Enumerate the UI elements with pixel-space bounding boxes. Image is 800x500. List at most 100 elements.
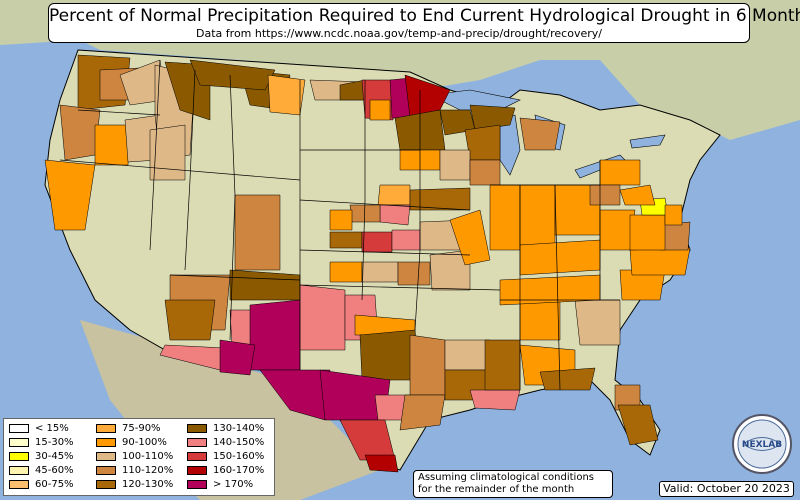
legend-swatch [96, 465, 116, 475]
legend-label: 30-45% [35, 450, 74, 462]
legend-swatch [9, 479, 29, 489]
legend-label: 160-170% [213, 464, 265, 476]
legend-swatch [187, 479, 207, 489]
legend-item: 140-150% [187, 436, 264, 448]
legend-label: 120-130% [122, 478, 174, 490]
region-mo-east [449, 209, 491, 266]
region-fl-panhandle [539, 367, 596, 391]
legend-item: < 15% [9, 422, 69, 434]
legend-label: 45-60% [35, 464, 74, 476]
note-line-2: for the remainder of the month [418, 484, 575, 495]
legend-item: 110-120% [96, 464, 173, 476]
lake-ontario [629, 134, 666, 149]
region-fl-central [617, 404, 659, 446]
region-or-coast [59, 104, 101, 161]
legend-label: 140-150% [213, 436, 265, 448]
region-mi-up [469, 104, 516, 131]
region-co-west [234, 194, 281, 271]
region-pa-west [589, 184, 621, 206]
region-ny-south [619, 184, 656, 206]
legend-swatch [96, 437, 116, 447]
region-mo-south [429, 249, 471, 291]
note-box: Assuming climatological conditions for t… [413, 470, 613, 498]
region-ks-n [329, 231, 363, 249]
legend-item: 150-160% [187, 450, 264, 462]
region-az-se [219, 339, 256, 376]
nexlab-logo: NEXLAB [732, 414, 792, 474]
region-nc [629, 247, 691, 276]
legend-label: 75-90% [122, 422, 161, 434]
region-la-se [469, 389, 521, 411]
legend-swatch [9, 465, 29, 475]
region-or-central [94, 124, 131, 166]
legend-item: 130-140% [187, 422, 264, 434]
legend-swatch [96, 423, 116, 433]
region-ia-east [469, 159, 501, 186]
legend-label: 60-75% [35, 478, 74, 490]
region-va [629, 214, 666, 251]
svg-text:NEXLAB: NEXLAB [742, 440, 782, 450]
region-tx-coast [399, 394, 446, 431]
legend-swatch [9, 437, 29, 447]
legend-label: 130-140% [213, 422, 265, 434]
legend-swatch [187, 451, 207, 461]
legend-item: 100-110% [96, 450, 173, 462]
legend-item: 75-90% [96, 422, 161, 434]
region-tx-panhandle-west [299, 284, 346, 351]
note-line-1: Assuming climatological conditions [418, 472, 594, 483]
legend-label: 100-110% [122, 450, 174, 462]
region-ks-nw [329, 209, 353, 231]
legend-swatch [187, 465, 207, 475]
legend-item: 90-100% [96, 436, 167, 448]
legend-swatch [9, 423, 29, 433]
legend-label: > 170% [213, 478, 254, 490]
region-il [489, 184, 521, 251]
legend-label: 110-120% [122, 464, 174, 476]
region-pa-north [599, 159, 641, 186]
region-ks-central [361, 231, 393, 253]
region-wy-west [149, 124, 186, 181]
region-ga [574, 299, 621, 346]
region-az-central [164, 299, 216, 341]
region-ks-s [361, 261, 399, 283]
legend-label: 90-100% [122, 436, 167, 448]
legend-label: < 15% [35, 422, 69, 434]
legend-swatch [9, 451, 29, 461]
map-subtitle: Data from https://www.ncdc.noaa.gov/temp… [196, 27, 602, 40]
legend-swatch [187, 423, 207, 433]
region-ks-sw [329, 261, 363, 283]
legend-label: 15-30% [35, 436, 74, 448]
region-tx-east [409, 334, 446, 396]
legend-item: 15-30% [9, 436, 74, 448]
region-ne-east [377, 184, 411, 206]
region-mt-north [189, 59, 276, 91]
lake-superior [428, 89, 521, 111]
region-nm-north [229, 269, 301, 301]
legend: < 15% 15-30% 30-45% 45-60% 60-75% 75-90% 90-10… [3, 418, 275, 496]
region-tx-tip [364, 454, 399, 473]
legend-swatch [96, 451, 116, 461]
region-ms [484, 339, 521, 391]
legend-item: 160-170% [187, 464, 264, 476]
region-la-north [444, 339, 491, 371]
legend-item: 30-45% [9, 450, 74, 462]
legend-item: 60-75% [9, 478, 74, 490]
region-al-north [519, 299, 561, 341]
title-box: Percent of Normal Precipitation Required… [48, 3, 800, 43]
region-ks-ne [391, 229, 421, 251]
legend-label: 150-160% [213, 450, 265, 462]
legend-item: 120-130% [96, 478, 173, 490]
region-ia-central [439, 149, 471, 181]
state-borders [59, 59, 620, 391]
region-ne-south [379, 204, 411, 226]
region-ky [519, 239, 601, 276]
map-title: Percent of Normal Precipitation Required… [49, 6, 800, 26]
region-nm-central [249, 299, 301, 371]
legend-item: > 170% [187, 478, 253, 490]
region-mi-lower [519, 117, 561, 151]
legend-swatch [96, 479, 116, 489]
region-mt-central [267, 74, 306, 116]
region-de [664, 204, 683, 226]
region-tn [499, 274, 601, 306]
